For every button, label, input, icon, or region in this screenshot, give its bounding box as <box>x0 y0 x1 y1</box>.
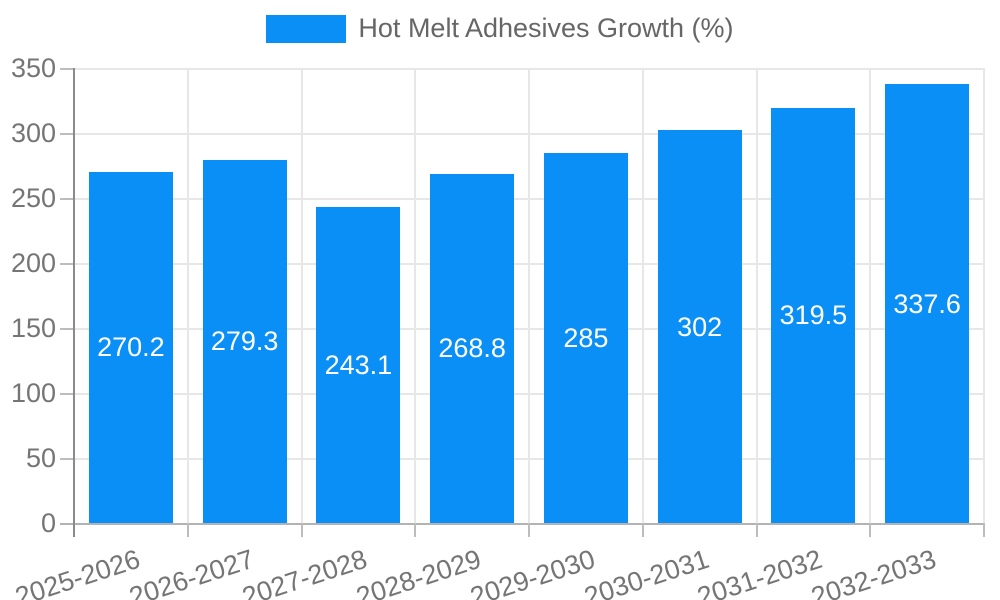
y-axis-tick <box>60 133 74 135</box>
x-axis-tick <box>983 523 985 537</box>
y-tick-label: 250 <box>10 183 56 213</box>
x-axis-tick <box>641 523 644 537</box>
gridline-vertical <box>641 68 644 523</box>
bar-value-label: 279.3 <box>210 326 279 357</box>
legend[interactable]: Hot Melt Adhesives Growth (%) <box>0 13 1000 44</box>
bar-value-label: 337.6 <box>893 288 961 319</box>
gridline-vertical <box>983 68 985 523</box>
x-axis-tick <box>186 523 189 537</box>
y-axis-tick <box>60 68 74 70</box>
gridline-vertical <box>186 68 189 523</box>
gridline-vertical <box>300 68 303 523</box>
y-axis-tick <box>60 198 74 200</box>
y-tick-label: 200 <box>10 248 56 278</box>
bar-2026-2027[interactable] <box>202 159 287 523</box>
bar-value-label: 268.8 <box>438 333 506 364</box>
y-axis-tick <box>60 263 74 265</box>
gridline-vertical <box>869 68 872 523</box>
bar-2028-2029[interactable] <box>430 173 515 523</box>
bar-value-label: 319.5 <box>779 300 848 331</box>
y-axis-tick <box>60 328 74 330</box>
x-axis-tick <box>869 523 872 537</box>
y-axis-tick <box>60 458 74 460</box>
gridline-vertical <box>528 68 530 523</box>
x-axis-tick <box>414 523 417 537</box>
legend-swatch <box>266 14 347 43</box>
bar-value-label: 270.2 <box>97 332 165 363</box>
x-axis-tick <box>528 523 530 537</box>
bar-2025-2026[interactable] <box>88 171 173 523</box>
y-tick-label: 150 <box>10 313 56 343</box>
y-axis-tick <box>60 393 74 395</box>
x-axis-tick <box>755 523 758 537</box>
bar-2032-2033[interactable] <box>885 84 970 523</box>
y-tick-label: 50 <box>25 443 56 473</box>
y-axis-line <box>73 68 75 537</box>
bar-2029-2030[interactable] <box>543 152 628 523</box>
y-tick-label: 0 <box>40 508 56 538</box>
gridline-vertical <box>414 68 417 523</box>
bar-value-label: 243.1 <box>324 349 393 380</box>
y-tick-label: 350 <box>10 53 56 83</box>
x-axis-tick <box>300 523 303 537</box>
gridline-vertical <box>755 68 758 523</box>
bar-2030-2031[interactable] <box>657 130 742 523</box>
y-tick-label: 100 <box>10 378 56 408</box>
bar-2031-2032[interactable] <box>771 107 856 523</box>
bar-2027-2028[interactable] <box>316 206 401 523</box>
x-axis-baseline <box>60 523 984 525</box>
bar-value-label: 302 <box>677 311 723 342</box>
y-tick-label: 300 <box>10 118 56 148</box>
legend-label: Hot Melt Adhesives Growth (%) <box>358 13 734 43</box>
bar-value-label: 285 <box>563 322 609 353</box>
